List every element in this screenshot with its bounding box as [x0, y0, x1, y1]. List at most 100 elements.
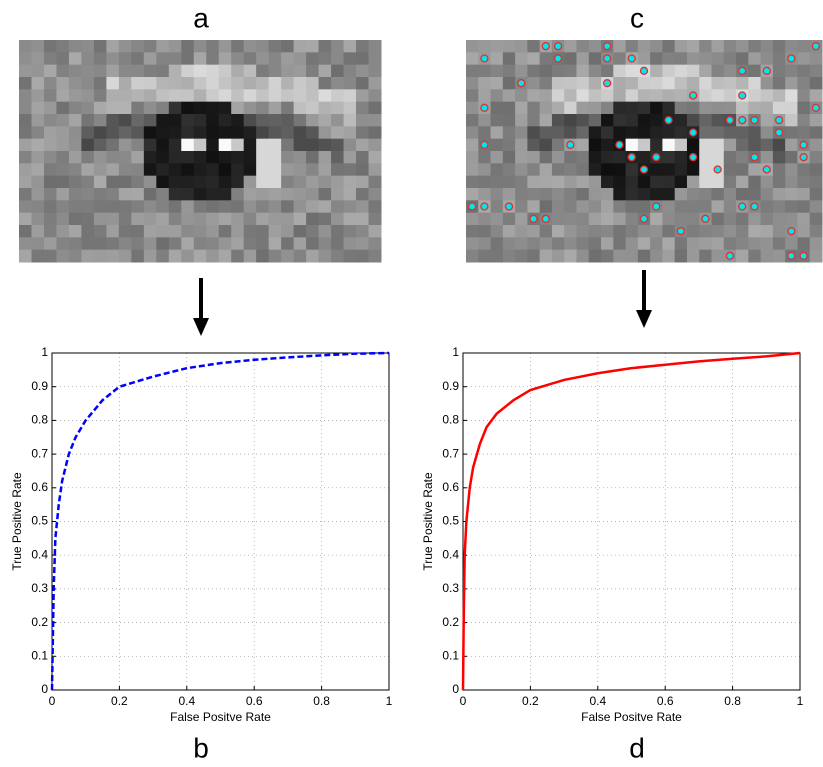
pixel [576, 64, 590, 78]
pixel [106, 200, 120, 214]
pixel [243, 52, 257, 66]
pixel [343, 89, 357, 103]
pixel [686, 175, 700, 189]
pixel [515, 114, 528, 127]
pixel [490, 249, 504, 263]
pixel [539, 237, 553, 251]
pixel [56, 212, 70, 226]
pixel [699, 40, 713, 53]
pixel [785, 237, 798, 251]
pixel [576, 114, 590, 127]
pixel [686, 212, 700, 226]
pixel [306, 225, 320, 238]
pixel [143, 249, 157, 263]
pixel [193, 237, 207, 251]
pixel [331, 212, 345, 226]
pixel [527, 52, 541, 66]
pixel [686, 200, 700, 214]
pixel [331, 101, 345, 115]
pixel [576, 77, 590, 90]
pixel [785, 126, 798, 140]
pixel [748, 175, 762, 189]
pixel [527, 114, 541, 127]
pixel [478, 163, 492, 177]
pixel [502, 89, 516, 103]
pixel [699, 138, 713, 152]
pixel [564, 64, 577, 78]
eye-image [19, 40, 382, 263]
pixel [293, 237, 307, 251]
pixel [466, 101, 479, 115]
pixel [118, 200, 132, 214]
pixel [564, 163, 577, 177]
pixel [772, 225, 786, 238]
pixel [281, 126, 295, 140]
pixel [601, 163, 614, 177]
pixel [93, 237, 107, 251]
pixel [613, 200, 627, 214]
pixel [809, 188, 823, 201]
pixel [356, 126, 370, 140]
pixel [243, 151, 257, 164]
pixel [231, 237, 245, 251]
pixel [19, 163, 32, 177]
keypoint [553, 54, 563, 63]
pixel [601, 237, 614, 251]
pixel [31, 77, 45, 90]
pixel [588, 163, 602, 177]
pixel [231, 77, 245, 90]
pixel [797, 52, 811, 66]
pixel [551, 138, 565, 152]
pixel [56, 40, 70, 53]
pixel [131, 249, 145, 263]
pixel [143, 89, 157, 103]
pixel [674, 188, 688, 201]
pixel [650, 175, 663, 189]
pixel [564, 52, 577, 66]
pixel [588, 77, 602, 90]
keypoint [725, 251, 735, 260]
pixel [723, 40, 737, 53]
pixel [772, 40, 786, 53]
pixel [68, 40, 82, 53]
pixel [527, 163, 541, 177]
pixel [206, 52, 220, 66]
pixel [231, 200, 245, 214]
pixel [809, 212, 823, 226]
pixel [106, 175, 120, 189]
pixel [625, 126, 639, 140]
pixel [81, 89, 95, 103]
pixel [650, 138, 663, 152]
pixel [293, 52, 307, 66]
pixel [331, 151, 345, 164]
pixel [502, 64, 516, 78]
pixel [637, 89, 651, 103]
pixel [218, 237, 232, 251]
pixel [231, 52, 245, 66]
pixel [601, 89, 614, 103]
pixel [193, 249, 207, 263]
pixel [650, 114, 663, 127]
keypoint [799, 251, 808, 260]
pixel [218, 114, 232, 127]
keypoint [480, 54, 489, 63]
pixel [306, 200, 320, 214]
pixel [81, 212, 95, 226]
pixel [466, 52, 479, 66]
pixel [131, 225, 145, 238]
pixel [31, 163, 45, 177]
pixel [143, 200, 157, 214]
pixel [56, 175, 70, 189]
pixel [760, 175, 774, 189]
pixel [318, 101, 332, 115]
pixel [588, 237, 602, 251]
pixel [699, 101, 713, 115]
pixel [490, 225, 504, 238]
pixel [106, 126, 120, 140]
pixel [243, 89, 257, 103]
pixel [760, 114, 774, 127]
pixel [723, 212, 737, 226]
pixel [181, 77, 195, 90]
pixel [131, 175, 145, 189]
y-tick-label: 0.3 [31, 581, 48, 595]
